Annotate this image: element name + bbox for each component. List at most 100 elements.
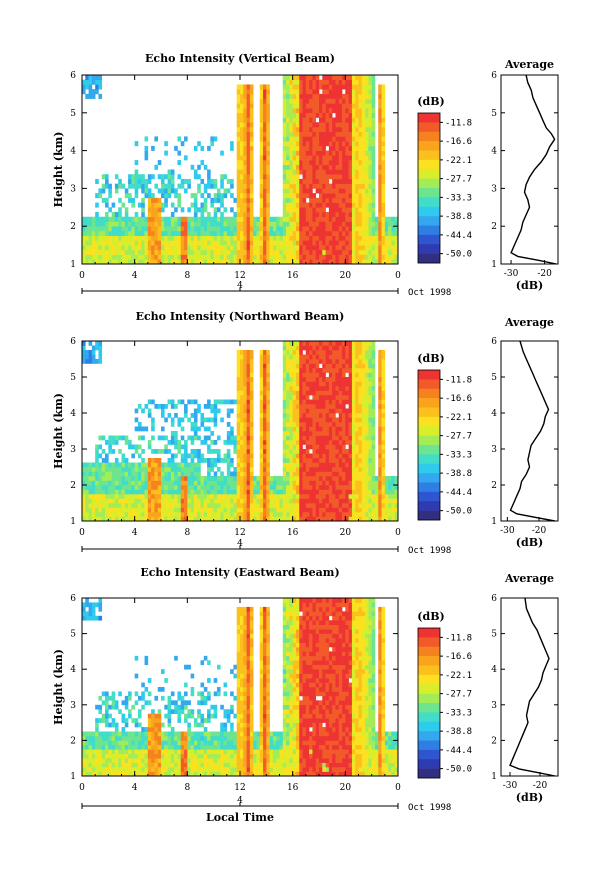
heatmap-cell (381, 467, 386, 472)
heatmap-cell (299, 254, 303, 260)
heatmap-cell (236, 449, 241, 454)
heatmap-cell (302, 89, 307, 95)
heatmap-cell (368, 93, 372, 99)
heatmap-cell (335, 462, 340, 468)
heatmap-cell (292, 131, 297, 137)
heatmap-cell (299, 188, 303, 194)
heatmap-cell (302, 230, 307, 236)
heatmap-cell (295, 458, 300, 463)
heatmap-cell (170, 240, 175, 246)
heatmap-cell (299, 507, 303, 513)
heatmap-cell (266, 435, 270, 441)
x-tick-label: 0 (395, 528, 401, 538)
heatmap-cell (325, 131, 330, 137)
heatmap-cell (95, 235, 99, 241)
heatmap-cell (91, 75, 96, 81)
heatmap-cell (167, 216, 172, 222)
heatmap-cell (381, 399, 386, 405)
heatmap-cell (249, 422, 254, 427)
heatmap-cell (266, 426, 270, 432)
heatmap-cell (312, 395, 317, 400)
heatmap-cell (355, 150, 359, 156)
heatmap-cell (193, 462, 198, 468)
heatmap-cell (263, 126, 267, 132)
heatmap-cell (105, 178, 109, 184)
heatmap-cell (216, 197, 221, 203)
heatmap-cell (361, 426, 366, 432)
heatmap-cell (272, 249, 277, 255)
heatmap-cell (309, 212, 313, 218)
heatmap-cell (302, 372, 307, 378)
heatmap-cell (147, 458, 152, 463)
heatmap-cell (332, 431, 336, 436)
heatmap-cell (368, 435, 372, 441)
heatmap-cell (299, 226, 303, 232)
heatmap-cell (335, 212, 340, 218)
heatmap-cell (282, 417, 287, 423)
heatmap-cell (144, 216, 149, 222)
heatmap-cell (299, 79, 303, 85)
date-label: Oct 1998 (408, 288, 451, 298)
heatmap-cell (286, 193, 290, 199)
heatmap-cell (282, 399, 287, 405)
heatmap-cell (147, 212, 152, 218)
heatmap-cell (365, 112, 369, 118)
heatmap-cell (365, 494, 369, 499)
colorbar-label: -38.8 (445, 212, 472, 222)
heatmap-cell (263, 494, 267, 499)
heatmap-cell (371, 202, 376, 208)
heatmap-cell (263, 98, 267, 104)
heatmap-cell (154, 259, 159, 265)
heatmap-cell (203, 221, 208, 227)
heatmap-cell (381, 155, 386, 161)
heatmap-cell (226, 245, 231, 251)
heatmap-cell (216, 230, 221, 236)
heatmap-cell (351, 431, 356, 436)
heatmap-cell (249, 117, 254, 123)
heatmap-cell (147, 207, 152, 213)
heatmap-cell (295, 89, 300, 95)
heatmap-cell (230, 426, 234, 432)
heatmap-cell (282, 485, 287, 490)
heatmap-cell (388, 494, 392, 499)
heatmap-cell (338, 89, 343, 95)
heatmap-cell (325, 249, 330, 255)
heatmap-cell (197, 408, 201, 414)
heatmap-cell (355, 444, 359, 450)
heatmap-cell (170, 259, 175, 265)
heatmap-cell (197, 480, 201, 486)
heatmap-cell (164, 193, 168, 199)
heatmap-cell (243, 413, 247, 418)
heatmap-cell (368, 131, 372, 137)
heatmap-cell (170, 489, 175, 495)
heatmap-cell (141, 471, 145, 477)
heatmap-cell (325, 169, 330, 175)
heatmap-cell (151, 254, 155, 260)
heatmap-cell (236, 480, 241, 486)
heatmap-cell (289, 212, 293, 218)
heatmap-cell (332, 79, 336, 85)
heatmap-cell (299, 150, 303, 156)
heatmap-cell (332, 245, 336, 251)
heatmap-cell (276, 226, 280, 232)
heatmap-cell (282, 230, 287, 236)
heatmap-cell (371, 183, 376, 189)
heatmap-cell (230, 435, 234, 441)
heatmap-cell (249, 431, 254, 436)
heatmap-cell (249, 507, 254, 513)
heatmap-cell (118, 498, 122, 504)
heatmap-cell (361, 507, 366, 513)
heatmap-cell (351, 93, 356, 99)
heatmap-cell (345, 512, 349, 517)
heatmap-cell (233, 435, 238, 441)
heatmap-cell (105, 202, 109, 208)
heatmap-cell (371, 117, 376, 123)
heatmap-cell (180, 240, 185, 246)
heatmap-cell (374, 476, 379, 481)
heatmap-cell (315, 136, 320, 142)
heatmap-cell (351, 512, 356, 517)
heatmap-cell (381, 498, 386, 504)
heatmap-cell (230, 183, 234, 189)
heatmap-cell (240, 485, 244, 490)
heatmap-cell (365, 341, 369, 346)
